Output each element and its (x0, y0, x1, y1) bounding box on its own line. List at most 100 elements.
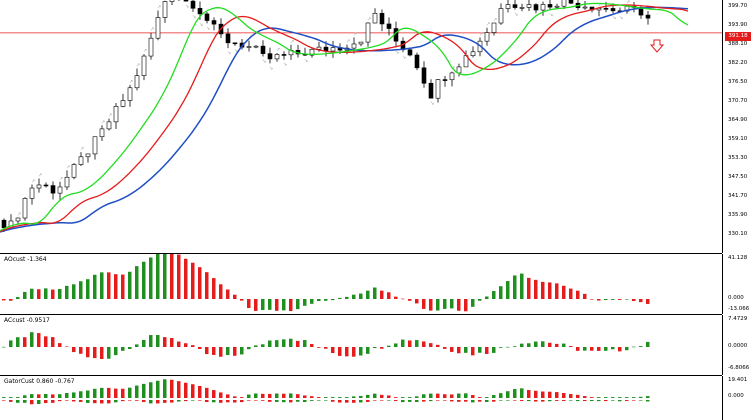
ao-bar (569, 288, 573, 299)
candlestick (50, 181, 56, 200)
fractal-marker: ↗ (353, 31, 357, 37)
price-chart-pane[interactable]: ↗↗↗↗↗↗↗↗↗↗↗↗↗↗↘↘↘↘↘↘↘↗↘↘↗↘↗↘↗↗↗↘↘↘↗↗↗↗↗↘… (0, 0, 752, 253)
ma-mid-line (0, 4, 689, 233)
ao-bar (492, 291, 496, 299)
gator-bar (429, 393, 433, 398)
ac-bar (562, 343, 566, 347)
candle-body (386, 23, 392, 29)
gator-bar-lower (569, 400, 573, 401)
gator-bar (604, 397, 608, 398)
ao-bar (247, 299, 251, 309)
ao-bar (65, 285, 69, 299)
candle-body (484, 32, 490, 42)
ac-bar (457, 347, 461, 354)
ao-bar (562, 285, 566, 299)
candlestick (372, 8, 378, 24)
candlestick: ↗ (127, 79, 133, 107)
fractal-marker: ↗ (31, 178, 35, 184)
gator-bar-lower (121, 400, 125, 402)
ac-bar (72, 347, 76, 353)
fractal-marker: ↗ (479, 32, 483, 38)
ac-bar (254, 345, 258, 347)
candlestick (407, 47, 413, 57)
gator-bar (128, 387, 132, 398)
ac-bar (149, 335, 153, 347)
candle-body (1, 219, 7, 229)
ao-bar (205, 272, 209, 299)
fractal-marker: ↘ (192, 14, 196, 20)
ao-bar (450, 299, 454, 309)
gator-bar-lower (310, 400, 314, 401)
fractal-marker: ↗ (276, 47, 280, 53)
ac-bar (639, 346, 643, 347)
gator-bar (394, 397, 398, 398)
ao-bar (625, 299, 629, 300)
gator-bar (86, 390, 90, 398)
ac-bar (380, 347, 384, 349)
ac-bar (2, 346, 6, 348)
candlestick: ↘ (260, 40, 266, 65)
gator-bar (121, 388, 125, 398)
gator-bar (443, 394, 447, 398)
candlestick: ↗ (155, 4, 161, 41)
ac-indicator-pane[interactable]: ACcust -0.9517 7.4729 0.0000 -6.8066 (0, 315, 752, 375)
ao-bar (275, 299, 279, 311)
price-axis-tick: 347.50 (728, 174, 748, 180)
ao-bar (646, 299, 650, 304)
gator-bar-lower (478, 400, 482, 402)
candle-body (155, 17, 161, 39)
candlestick (113, 103, 119, 130)
gator-bar-lower (352, 400, 356, 403)
ao-indicator-pane[interactable]: AOcust -1.364 41.128 0.000 -13.066 (0, 254, 752, 314)
gator-bar-lower (156, 400, 160, 404)
candle-body (246, 46, 252, 48)
gator-bar-lower (576, 400, 580, 402)
gator-bar-lower (387, 400, 391, 401)
gator-bar (632, 397, 636, 398)
gator-bar-lower (429, 400, 433, 402)
gator-bar (471, 395, 475, 398)
gator-bar-lower (135, 400, 139, 401)
candlestick (295, 44, 301, 58)
ao-pane-title: AOcust -1.364 (4, 256, 47, 263)
gator-bar (618, 397, 622, 398)
ao-bar (471, 299, 475, 307)
gator-bar-lower (107, 400, 111, 404)
gator-bar (240, 397, 244, 398)
gator-bar-lower (443, 400, 447, 401)
ao-bar (226, 289, 230, 299)
ao-bar (16, 297, 20, 299)
candle-body (379, 13, 385, 25)
candlestick (43, 182, 49, 188)
gator-bar-lower (527, 400, 531, 402)
ao-bar (212, 278, 216, 299)
ma-fast-line (0, 2, 689, 232)
candlestick (309, 48, 315, 58)
gator-indicator-pane[interactable]: GatorCust 0.860 -0.767 19.401 0.000 (0, 376, 752, 420)
ac-axis-max: 7.4729 (728, 316, 748, 322)
candle-body (351, 43, 357, 49)
ac-bar (366, 347, 370, 354)
price-axis-tick: 370.70 (728, 98, 748, 104)
candle-body (113, 106, 119, 123)
ac-bar (226, 347, 230, 356)
candle-body (554, 5, 560, 8)
ao-bar (506, 281, 510, 299)
candlestick (645, 11, 651, 25)
candlestick: ↗ (57, 176, 63, 201)
price-chart[interactable]: ↗↗↗↗↗↗↗↗↗↗↗↗↗↗↘↘↘↘↘↘↘↗↘↘↗↘↗↘↗↗↗↘↘↘↗↗↗↗↗↘… (0, 0, 722, 253)
candlestick (379, 9, 385, 32)
gator-bar-lower (37, 400, 41, 404)
gator-bar-lower (625, 400, 629, 401)
candle-body (148, 37, 154, 57)
gator-bar (583, 396, 587, 398)
gator-bar (163, 379, 167, 398)
candle-body (29, 187, 35, 199)
ac-bar (142, 339, 146, 347)
gator-bar (198, 385, 202, 398)
fractal-marker: ↗ (17, 211, 21, 217)
ao-bar (499, 286, 503, 299)
ac-bar (268, 340, 272, 347)
gator-bar (226, 394, 230, 398)
ao-bar (366, 290, 370, 299)
